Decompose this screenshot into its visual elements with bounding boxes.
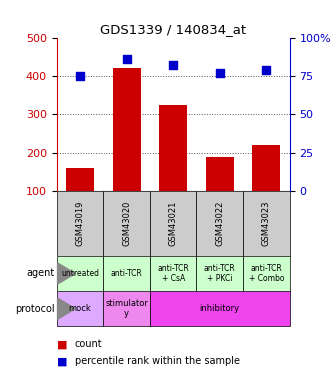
Bar xyxy=(196,191,243,256)
Bar xyxy=(57,191,103,256)
Bar xyxy=(196,256,243,291)
Text: anti-TCR
+ Combo: anti-TCR + Combo xyxy=(249,264,284,283)
Point xyxy=(264,67,269,73)
Bar xyxy=(243,191,290,256)
Text: GSM43021: GSM43021 xyxy=(168,201,178,246)
Text: anti-TCR
+ PKCi: anti-TCR + PKCi xyxy=(204,264,236,283)
Text: anti-TCR: anti-TCR xyxy=(111,269,143,278)
Polygon shape xyxy=(58,263,75,284)
Bar xyxy=(206,157,234,191)
Text: GSM43023: GSM43023 xyxy=(262,201,271,246)
Bar xyxy=(159,105,187,191)
Polygon shape xyxy=(58,298,75,319)
Text: percentile rank within the sample: percentile rank within the sample xyxy=(75,356,240,366)
Title: GDS1339 / 140834_at: GDS1339 / 140834_at xyxy=(100,23,246,36)
Bar xyxy=(252,145,280,191)
Bar xyxy=(150,191,196,256)
Bar xyxy=(57,256,103,291)
Bar xyxy=(103,191,150,256)
Point xyxy=(124,56,129,62)
Text: ■: ■ xyxy=(57,339,67,350)
Text: protocol: protocol xyxy=(15,304,54,313)
Bar xyxy=(103,291,150,326)
Bar xyxy=(243,256,290,291)
Text: untreated: untreated xyxy=(61,269,99,278)
Bar xyxy=(66,168,94,191)
Text: inhibitory: inhibitory xyxy=(200,304,240,313)
Bar xyxy=(150,256,196,291)
Bar xyxy=(103,256,150,291)
Text: agent: agent xyxy=(26,268,54,279)
Text: anti-TCR
+ CsA: anti-TCR + CsA xyxy=(157,264,189,283)
Text: count: count xyxy=(75,339,103,350)
Point xyxy=(217,70,222,76)
Text: mock: mock xyxy=(69,304,91,313)
Text: GSM43020: GSM43020 xyxy=(122,201,131,246)
Point xyxy=(77,73,83,79)
Bar xyxy=(150,291,290,326)
Text: stimulator
y: stimulator y xyxy=(105,299,148,318)
Point xyxy=(170,62,176,68)
Text: GSM43019: GSM43019 xyxy=(75,201,85,246)
Text: ■: ■ xyxy=(57,356,67,366)
Text: GSM43022: GSM43022 xyxy=(215,201,224,246)
Bar xyxy=(57,291,103,326)
Bar xyxy=(113,68,141,191)
